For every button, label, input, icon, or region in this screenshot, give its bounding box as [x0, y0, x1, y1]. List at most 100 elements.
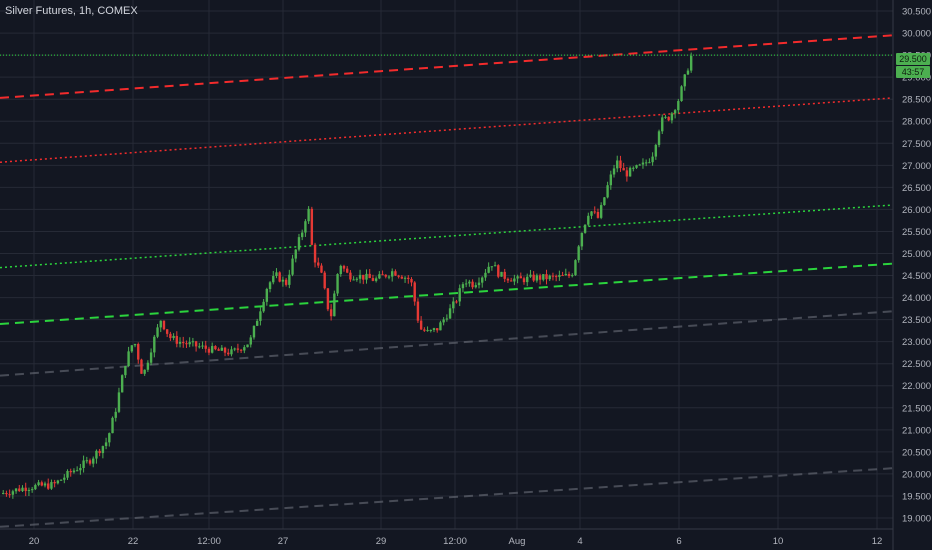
- candle-body: [648, 162, 651, 164]
- x-tick-label: 12: [872, 536, 883, 547]
- candle-body: [75, 470, 79, 472]
- trend-lines[interactable]: [0, 34, 894, 528]
- candle-body: [140, 359, 143, 374]
- candle-body: [82, 460, 85, 469]
- candle-body: [532, 274, 535, 281]
- candle-body: [210, 346, 214, 353]
- candle-body: [400, 276, 404, 279]
- candle-body: [307, 208, 310, 222]
- candle-body: [27, 489, 31, 491]
- candle-body: [262, 301, 265, 312]
- candle-body: [133, 344, 137, 346]
- x-tick-label: 29: [376, 536, 387, 547]
- y-tick-label: 27.000: [902, 161, 931, 172]
- candle-body: [69, 470, 72, 473]
- candle-body: [249, 337, 252, 345]
- candle-body: [204, 345, 207, 349]
- candle-body: [436, 328, 439, 331]
- candle-body: [432, 328, 436, 330]
- candle-body: [284, 279, 288, 285]
- candle-body: [281, 279, 285, 282]
- trend-line-red-dotted[interactable]: [0, 97, 894, 163]
- candle-body: [120, 375, 124, 393]
- candle-body: [612, 168, 616, 175]
- candle-body: [667, 116, 670, 121]
- y-tick-label: 23.500: [902, 315, 931, 326]
- candle-body: [268, 282, 272, 290]
- candle-body: [172, 335, 175, 339]
- candle-body: [481, 277, 484, 283]
- trend-line-red-dashed[interactable]: [0, 34, 894, 99]
- candle-body: [43, 483, 47, 486]
- y-tick-label: 24.000: [902, 293, 931, 304]
- candle-body: [423, 329, 426, 331]
- candle-body: [384, 274, 387, 277]
- candle-body: [329, 309, 333, 317]
- y-axis[interactable]: 30.50030.00029.50029.00028.50028.00027.5…: [902, 7, 931, 525]
- candle-body: [355, 278, 359, 280]
- candle-body: [455, 301, 458, 303]
- candle-body: [474, 285, 477, 288]
- trend-line-green-dotted[interactable]: [0, 204, 894, 269]
- candle-body: [59, 479, 63, 481]
- candle-body: [323, 272, 326, 289]
- x-tick-label: 22: [128, 536, 139, 547]
- candle-body: [18, 488, 21, 492]
- candle-body: [538, 275, 542, 280]
- candle-body: [522, 278, 526, 283]
- candle-body: [506, 278, 510, 281]
- candle-body: [619, 160, 622, 169]
- y-tick-label: 26.000: [902, 205, 931, 216]
- candle-body: [143, 369, 146, 374]
- candle-body: [542, 274, 545, 280]
- candle-body: [92, 458, 95, 464]
- x-tick-label: 12:00: [443, 536, 467, 547]
- candle-body: [159, 320, 162, 328]
- candle-body: [342, 265, 346, 269]
- candle-body: [223, 347, 227, 353]
- y-tick-label: 22.000: [902, 381, 931, 392]
- candle-body: [580, 232, 584, 247]
- candle-body: [53, 482, 56, 484]
- x-axis[interactable]: 20 22 12:00 27 29 12:00 Aug 4 6 10 12: [29, 536, 883, 547]
- candle-body: [278, 272, 281, 282]
- candle-body: [220, 347, 224, 351]
- candle-body: [609, 174, 613, 186]
- candle-body: [493, 265, 497, 267]
- y-tick-label: 29.000: [902, 73, 931, 84]
- candle-body: [362, 274, 365, 280]
- candle-body: [571, 275, 574, 277]
- candle-body: [11, 491, 15, 495]
- candle-body: [448, 308, 452, 319]
- candle-body: [567, 273, 571, 277]
- candle-body: [146, 362, 150, 370]
- candle-body: [117, 392, 121, 412]
- candle-body: [587, 215, 590, 225]
- candle-body: [207, 348, 211, 353]
- countdown-label: 43:57: [896, 66, 930, 78]
- candle-body: [185, 343, 188, 345]
- candle-body: [191, 341, 195, 343]
- candle-body: [72, 470, 76, 473]
- candle-body: [378, 274, 381, 279]
- y-tick-label: 27.500: [902, 139, 931, 150]
- y-tick-label: 25.500: [902, 227, 931, 238]
- candle-body: [622, 168, 625, 171]
- candle-body: [124, 366, 127, 376]
- candle-body: [638, 164, 641, 166]
- candle-body: [349, 272, 352, 280]
- candle-body: [194, 341, 198, 347]
- candle-body: [641, 162, 645, 165]
- candle-body: [545, 274, 548, 280]
- candle-body: [670, 113, 674, 121]
- candle-body: [394, 271, 397, 276]
- y-tick-label: 25.000: [902, 249, 931, 260]
- candle-body: [2, 493, 5, 495]
- candle-body: [288, 274, 291, 285]
- y-tick-label: 21.000: [902, 425, 931, 436]
- candle-body: [673, 110, 677, 114]
- candle-body: [30, 489, 34, 491]
- y-tick-label: 28.500: [902, 95, 931, 106]
- candle-body: [426, 330, 429, 332]
